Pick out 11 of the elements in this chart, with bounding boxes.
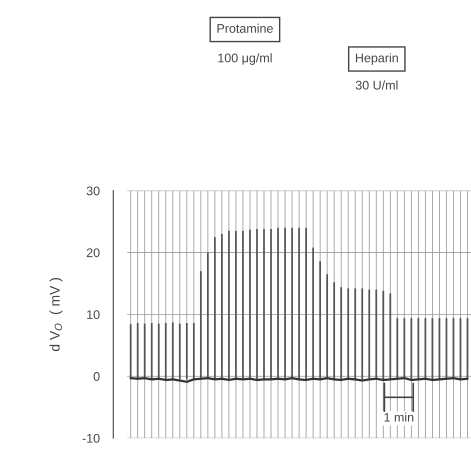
y-tick-label: 10 xyxy=(87,310,100,320)
text: Heparin xyxy=(356,53,398,65)
annotation: 1 min xyxy=(384,412,414,422)
text: Protamine xyxy=(217,24,273,33)
y-axis-title: d V$_{O}$ ( mV ) xyxy=(50,278,62,352)
text: 30 U/ml xyxy=(356,80,398,90)
text: 100 μg/ml xyxy=(218,53,272,65)
y-tick-label: -10 xyxy=(82,434,100,443)
y-tick-label: 0 xyxy=(94,372,100,381)
y-tick-label: 30 xyxy=(86,186,100,196)
y-tick-label: 20 xyxy=(86,248,100,258)
